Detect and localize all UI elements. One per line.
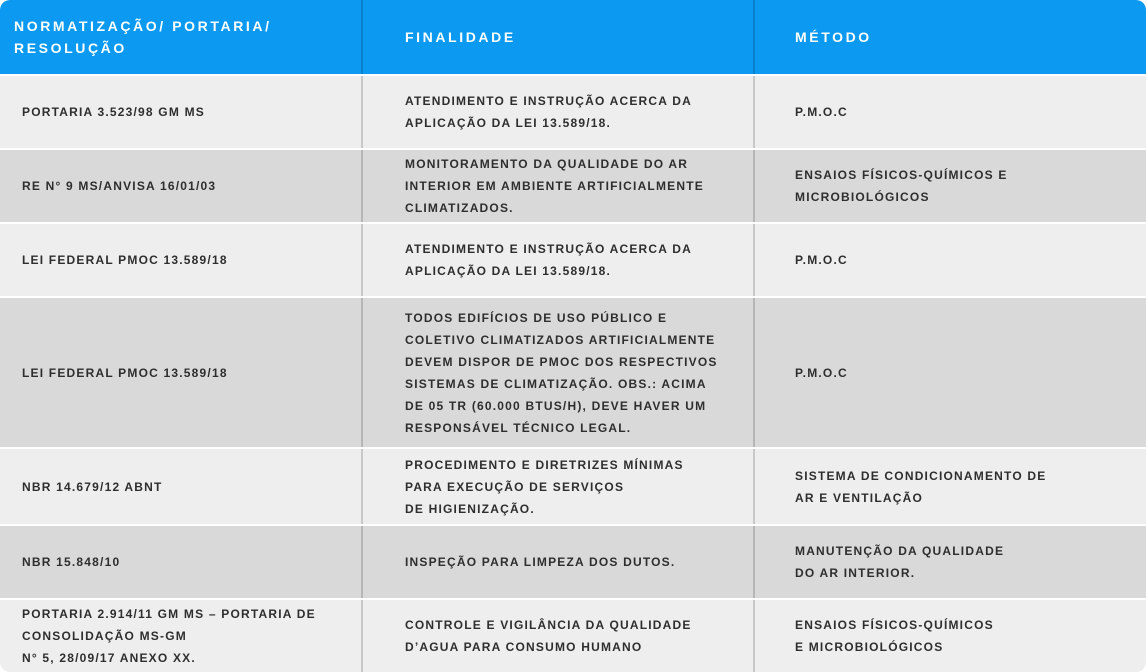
table-header-row: NORMATIZAÇÃO/ PORTARIA/ RESOLUÇÃO FINALI… <box>0 0 1146 74</box>
table-row: LEI FEDERAL PMOC 13.589/18 TODOS EDIFÍCI… <box>0 296 1146 447</box>
table-row: PORTARIA 2.914/11 GM MS – PORTARIA DE CO… <box>0 598 1146 672</box>
cell-normatizacao: RE N° 9 MS/ANVISA 16/01/03 <box>22 179 217 193</box>
cell-metodo: SISTEMA DE CONDICIONAMENTO DE AR E VENTI… <box>753 449 1146 524</box>
table-row: NBR 14.679/12 ABNT PROCEDIMENTO E DIRETR… <box>0 447 1146 524</box>
cell-normatizacao: PORTARIA 2.914/11 GM MS – PORTARIA DE CO… <box>22 607 316 665</box>
cell-metodo: ENSAIOS FÍSICOS-QUÍMICOS E MICROBIOLÓGIC… <box>753 600 1146 672</box>
table-row: RE N° 9 MS/ANVISA 16/01/03 MONITORAMENTO… <box>0 148 1146 222</box>
cell-finalidade: ATENDIMENTO E INSTRUÇÃO ACERCA DA APLICA… <box>361 76 753 148</box>
cell-metodo: MANUTENÇÃO DA QUALIDADE DO AR INTERIOR. <box>753 526 1146 598</box>
table-row: LEI FEDERAL PMOC 13.589/18 ATENDIMENTO E… <box>0 222 1146 296</box>
cell-metodo: P.M.O.C <box>753 76 1146 148</box>
cell-normatizacao: PORTARIA 3.523/98 GM MS <box>22 105 205 119</box>
cell-normatizacao: LEI FEDERAL PMOC 13.589/18 <box>22 253 228 267</box>
cell-metodo: P.M.O.C <box>753 224 1146 296</box>
cell-normatizacao: NBR 14.679/12 ABNT <box>22 479 163 494</box>
cell-finalidade: PROCEDIMENTO E DIRETRIZES MÍNIMAS PARA E… <box>361 449 753 524</box>
column-header-metodo: MÉTODO <box>753 0 1146 74</box>
column-header-finalidade: FINALIDADE <box>361 0 753 74</box>
column-header-normatizacao: NORMATIZAÇÃO/ PORTARIA/ RESOLUÇÃO <box>14 18 272 56</box>
cell-finalidade: CONTROLE E VIGILÂNCIA DA QUALIDADE D’AGU… <box>361 600 753 672</box>
cell-normatizacao: NBR 15.848/10 <box>22 555 121 569</box>
cell-metodo: ENSAIOS FÍSICOS-QUÍMICOS E MICROBIOLÓGIC… <box>753 150 1146 222</box>
cell-finalidade: MONITORAMENTO DA QUALIDADE DO AR INTERIO… <box>361 150 753 222</box>
cell-finalidade: ATENDIMENTO E INSTRUÇÃO ACERCA DA APLICA… <box>361 224 753 296</box>
cell-finalidade: TODOS EDIFÍCIOS DE USO PÚBLICO E COLETIV… <box>361 298 753 447</box>
cell-metodo: P.M.O.C <box>753 298 1146 447</box>
table-row: NBR 15.848/10 INSPEÇÃO PARA LIMPEZA DOS … <box>0 524 1146 598</box>
table-row: PORTARIA 3.523/98 GM MS ATENDIMENTO E IN… <box>0 74 1146 148</box>
cell-finalidade: INSPEÇÃO PARA LIMPEZA DOS DUTOS. <box>361 526 753 598</box>
cell-normatizacao: LEI FEDERAL PMOC 13.589/18 <box>22 365 228 380</box>
